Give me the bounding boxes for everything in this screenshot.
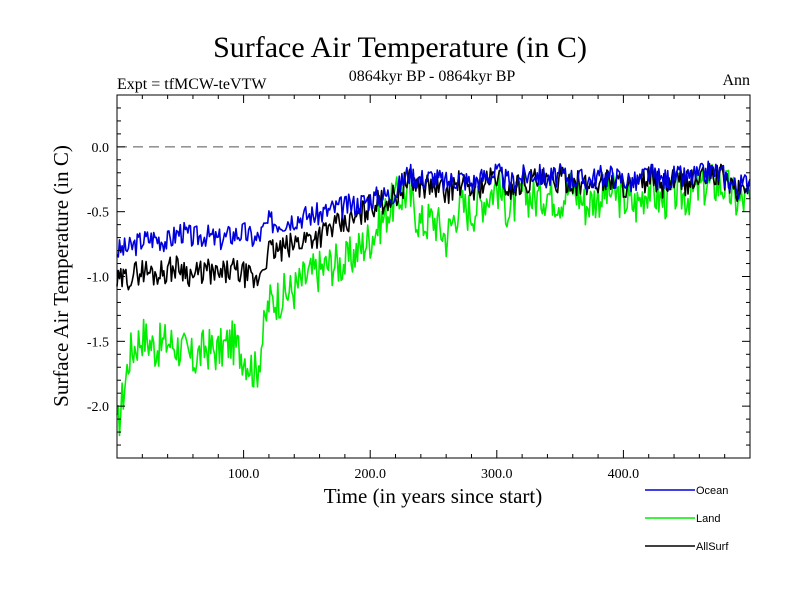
y-tick-label: -1.5 bbox=[87, 335, 109, 350]
x-tick-label: 300.0 bbox=[481, 467, 513, 482]
experiment-label: Expt = tfMCW-teVTW bbox=[117, 76, 267, 93]
series-line-ocean bbox=[116, 160, 751, 258]
legend: Ocean Land AllSurf bbox=[645, 485, 729, 553]
chart-title: Surface Air Temperature (in C) bbox=[213, 31, 587, 64]
axis-layer: 100.0 200.0 300.0 400.0 0.0 -0.5 -1.0 -1.5 -2.0 bbox=[87, 95, 750, 482]
y-axis-label: Surface Air Temperature (in C) bbox=[49, 145, 73, 407]
x-tick-label: 100.0 bbox=[228, 467, 260, 482]
series-line-land bbox=[116, 163, 751, 437]
period-label: 0864kyr BP - 0864kyr BP bbox=[349, 68, 516, 85]
x-tick-label: 200.0 bbox=[354, 467, 386, 482]
y-tick-label: -1.0 bbox=[87, 271, 109, 286]
y-tick-label: 0.0 bbox=[92, 141, 110, 156]
x-tick-label: 400.0 bbox=[608, 467, 640, 482]
legend-label-allsurf: AllSurf bbox=[696, 541, 729, 553]
y-tick-label: -0.5 bbox=[87, 206, 109, 221]
season-label: Ann bbox=[722, 72, 750, 89]
series-layer bbox=[116, 160, 751, 437]
x-axis-label: Time (in years since start) bbox=[324, 484, 543, 508]
series-line-allsurf bbox=[116, 162, 751, 291]
legend-label-land: Land bbox=[696, 513, 720, 525]
y-tick-label: -2.0 bbox=[87, 400, 109, 415]
legend-label-ocean: Ocean bbox=[696, 485, 728, 497]
